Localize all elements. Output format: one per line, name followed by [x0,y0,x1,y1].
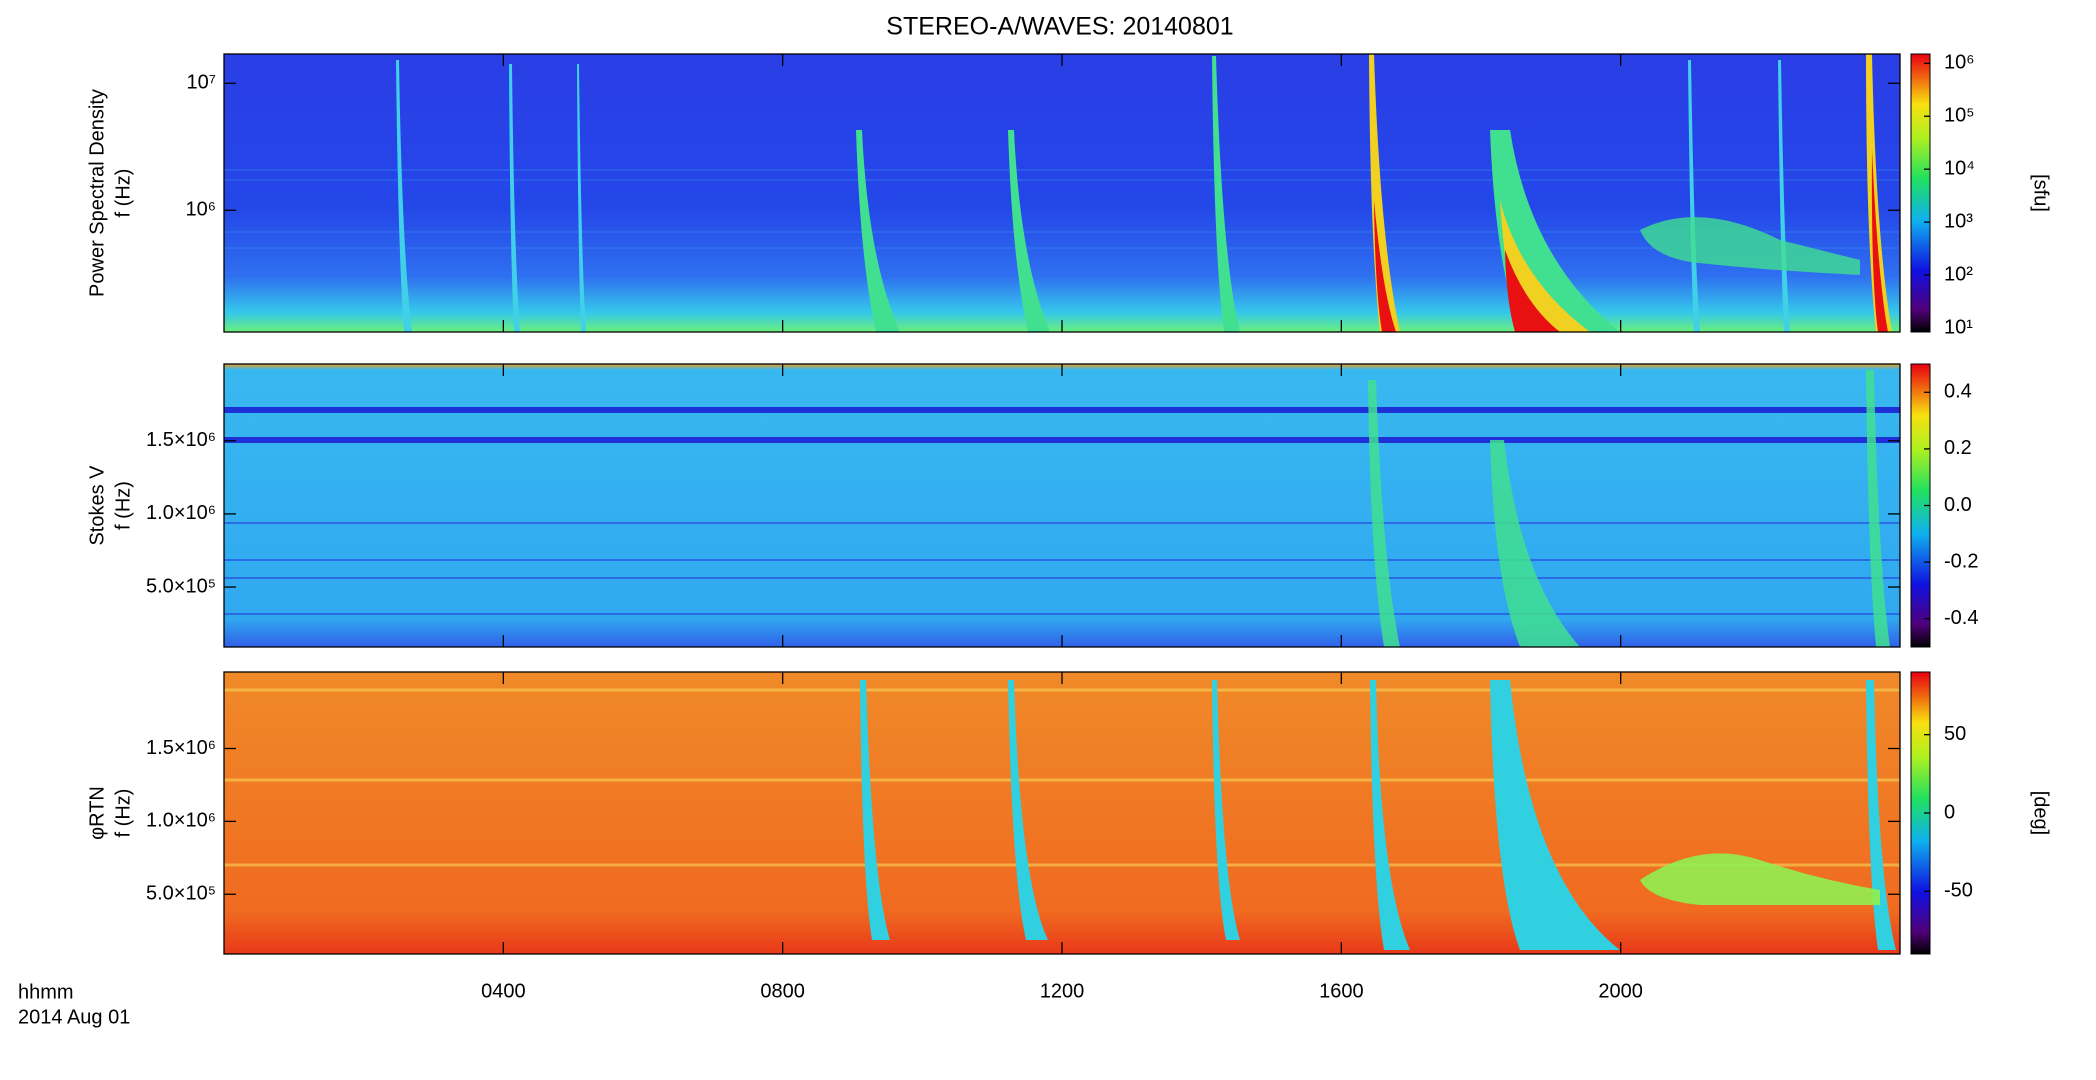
x-tick-label: 0800 [760,980,805,1002]
x-tick-label: 2000 [1598,980,1643,1002]
y-tick-label: 5.0×10⁵ [146,575,216,597]
colorbar-tick-label: 10⁶ [1944,52,1974,74]
colorbar-tick-label: -0.4 [1944,607,1978,629]
colorbar-tick-label: 10³ [1944,210,1973,232]
y-axis-label: f (Hz) [112,789,134,838]
spectrogram-image [224,364,1900,647]
y-axis-label: φRTN [86,786,108,840]
y-tick-label: 5.0×10⁵ [146,883,216,905]
y-axis-label: Stokes V [86,465,108,546]
colorbar-tick-label: 0.0 [1944,494,1972,516]
x-tick-label: 0400 [481,980,526,1002]
y-axis-label: f (Hz) [112,169,134,218]
colorbar-tick-label: -0.2 [1944,550,1978,572]
colorbar-tick-label: 10¹ [1944,316,1973,338]
colorbar-tick-label: -50 [1944,880,1973,902]
figure-title: STEREO-A/WAVES: 20140801 [886,13,1233,41]
colorbar [1910,53,1931,333]
x-tick-label: 1200 [1040,980,1085,1002]
colorbar-tick-label: 10⁴ [1944,157,1975,179]
colorbar-tick-label: 0 [1944,801,1955,823]
colorbar-tick-label: 0.2 [1944,437,1972,459]
y-tick-label: 1.0×10⁶ [146,810,216,832]
y-tick-label: 1.5×10⁶ [146,429,216,451]
spectrogram-image [224,54,1900,332]
y-axis-label: Power Spectral Density [86,89,108,297]
colorbar-tick-label: 10² [1944,263,1973,285]
colorbar-tick-label: 10⁵ [1944,105,1975,127]
y-tick-label: 10⁷ [187,72,216,94]
y-axis-label: f (Hz) [112,481,134,530]
y-tick-label: 10⁶ [186,199,216,221]
x-tick-label: 1600 [1319,980,1364,1002]
spectrogram-image [224,672,1900,954]
date-label: 2014 Aug 01 [18,1006,130,1028]
colorbar-tick-label: 50 [1944,723,1966,745]
y-tick-label: 1.0×10⁶ [146,502,216,524]
colorbar-tick-label: 0.4 [1944,381,1972,403]
colorbar-label: [sfu] [2030,174,2052,212]
colorbar-label: [deg] [2030,791,2052,835]
y-tick-label: 1.5×10⁶ [146,737,216,759]
x-axis-label: hhmm [18,981,74,1003]
